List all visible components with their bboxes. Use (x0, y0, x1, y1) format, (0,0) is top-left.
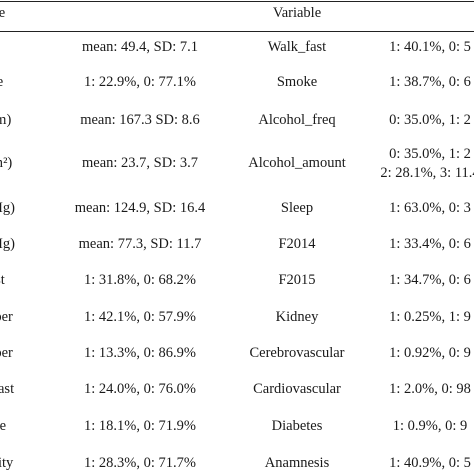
row-5-variable-right: Sleep (280, 200, 314, 216)
row-8-value-right: 1: 0.25%, 1: 9 (389, 309, 471, 325)
row-9-value-left: 1: 13.3%, 0: 86.9% (84, 345, 196, 361)
row-6-value-right: 1: 33.4%, 0: 6 (389, 236, 471, 252)
row-4-variable-left: /m²) (0, 155, 13, 171)
row-11-variable-left: se (0, 418, 7, 434)
row-4-value-right-line1: 0: 35.0%, 1: 2 (389, 146, 471, 162)
row-11-value-right: 1: 0.9%, 0: 9 (392, 418, 468, 434)
row-9-variable-right: Cerebrovascular (249, 345, 345, 361)
row-7-value-left: 1: 31.8%, 0: 68.2% (84, 272, 196, 288)
header-variable-col1: le (0, 5, 6, 21)
row-5-variable-left: nHg) (0, 200, 15, 216)
row-5-value-left: mean: 124.9, SD: 16.4 (74, 200, 206, 216)
row-7-variable-left: st (0, 272, 5, 288)
row-3-value-left: mean: 167.3 SD: 8.6 (80, 112, 200, 128)
row-12-value-left: 1: 28.3%, 0: 71.7% (84, 455, 196, 471)
row-1-variable-right: Walk_fast (267, 39, 327, 55)
row-9-variable-left: pper (0, 345, 13, 361)
row-6-variable-right: F2014 (278, 236, 316, 252)
row-10-value-right: 1: 2.0%, 0: 98 (389, 381, 471, 397)
row-6-value-left: mean: 77.3, SD: 11.7 (78, 236, 202, 252)
row-11-value-left: 1: 18.1%, 0: 71.9% (84, 418, 196, 434)
row-12-variable-left: ivity (0, 455, 14, 471)
header-variable-col3: Variable (272, 5, 322, 21)
row-4-value-right-line2: 2: 28.1%, 3: 11.4 (380, 165, 474, 181)
row-4-variable-right: Alcohol_amount (248, 155, 346, 171)
row-1-value-left: mean: 49.4, SD: 7.1 (82, 39, 198, 55)
row-3-variable-right: Alcohol_freq (258, 112, 336, 128)
row-10-value-left: 1: 24.0%, 0: 76.0% (84, 381, 196, 397)
row-12-variable-right: Anamnesis (264, 455, 330, 471)
row-7-variable-right: F2015 (278, 272, 316, 288)
row-8-value-left: 1: 42.1%, 0: 57.9% (84, 309, 196, 325)
row-11-variable-right: Diabetes (271, 418, 323, 434)
row-12-value-right: 1: 40.9%, 0: 5 (389, 455, 471, 471)
row-2-variable-left: e (0, 74, 3, 90)
row-1-value-right: 1: 40.1%, 0: 5 (389, 39, 471, 55)
row-2-value-right: 1: 38.7%, 0: 6 (389, 74, 471, 90)
row-4-value-left: mean: 23.7, SD: 3.7 (82, 155, 198, 171)
row-10-variable-right: Cardiovascular (253, 381, 341, 397)
row-6-variable-left: nHg) (0, 236, 15, 252)
row-2-value-left: 1: 22.9%, 0: 77.1% (84, 74, 196, 90)
row-3-variable-left: cm) (0, 112, 12, 128)
row-10-variable-left: kfast (0, 381, 15, 397)
header-rule (0, 31, 474, 32)
row-9-value-right: 1: 0.92%, 0: 9 (389, 345, 471, 361)
row-7-value-right: 1: 34.7%, 0: 6 (389, 272, 471, 288)
row-2-variable-right: Smoke (276, 74, 318, 90)
row-5-value-right: 1: 63.0%, 0: 3 (389, 200, 471, 216)
row-8-variable-left: pper (0, 309, 13, 325)
row-3-value-right: 0: 35.0%, 1: 2 (389, 112, 471, 128)
table-top-rule (0, 1, 474, 2)
row-8-variable-right: Kidney (275, 309, 319, 325)
